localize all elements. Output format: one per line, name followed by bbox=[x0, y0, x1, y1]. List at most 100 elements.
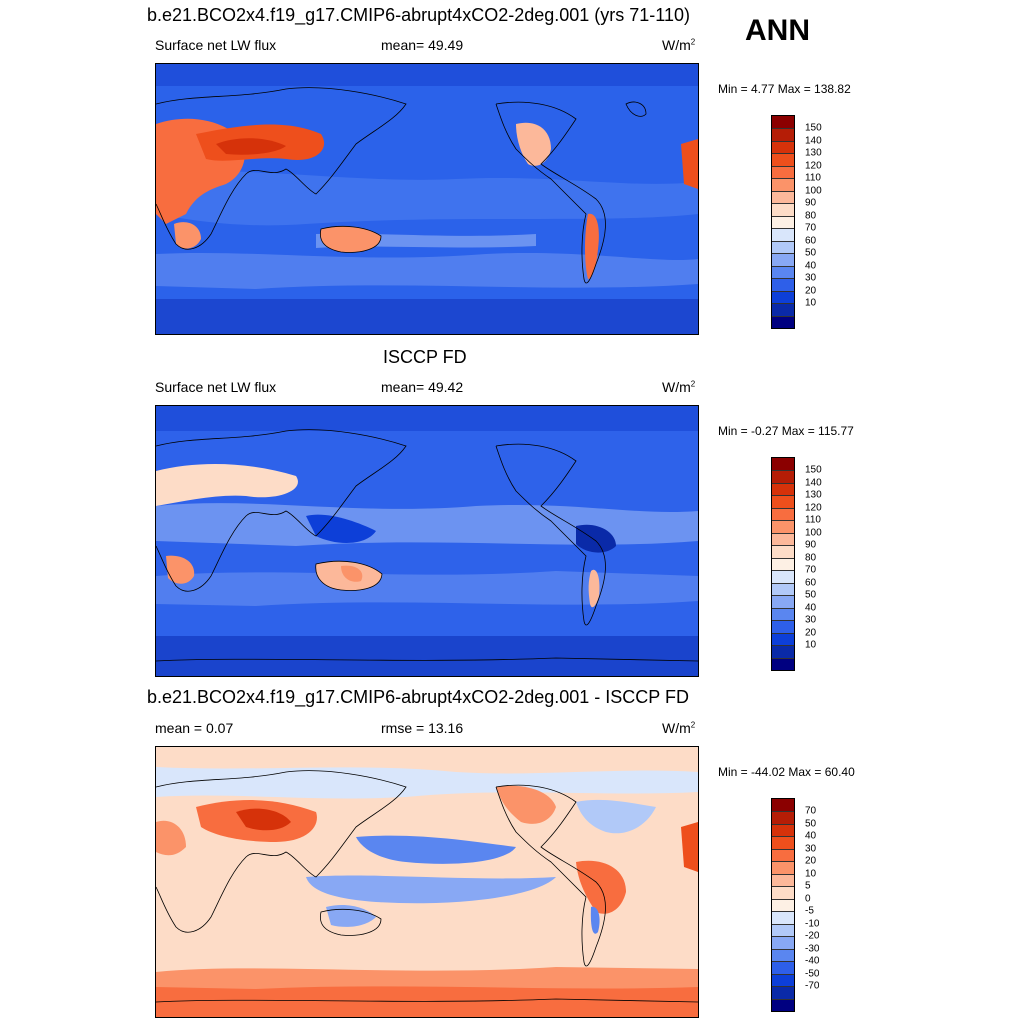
season-label: ANN bbox=[745, 14, 810, 47]
colorbar-swatch bbox=[772, 998, 794, 1011]
colorbar-swatch bbox=[772, 203, 794, 216]
panel1-map bbox=[155, 63, 699, 335]
colorbar-swatch bbox=[772, 811, 794, 824]
colorbar-tick-label: 70 bbox=[805, 564, 817, 576]
colorbar-tick-label: 60 bbox=[805, 235, 817, 247]
colorbar-swatch bbox=[772, 240, 794, 254]
colorbar-tick-label: 40 bbox=[805, 830, 817, 842]
colorbar-swatch bbox=[772, 520, 794, 533]
colorbar-swatch bbox=[772, 570, 794, 583]
colorbar-swatch bbox=[772, 215, 794, 229]
colorbar-swatch bbox=[772, 557, 794, 571]
colorbar-swatch bbox=[772, 620, 794, 633]
colorbar-swatch bbox=[772, 898, 794, 912]
panel3-colorbar: 70 50 40 30 20 10 5 0 -5 -10 -20 -30 -40 -50 -70 bbox=[771, 798, 819, 1012]
colorbar-swatch bbox=[772, 986, 794, 999]
panel3-units: W/m2 bbox=[662, 720, 696, 736]
colorbar-tick-label: 150 bbox=[805, 464, 822, 476]
colorbar-tick-label: 120 bbox=[805, 160, 822, 172]
colorbar-tick-label: 130 bbox=[805, 489, 822, 501]
colorbar-swatch bbox=[772, 545, 794, 558]
panel1-units: W/m2 bbox=[662, 37, 696, 53]
colorbar-swatch bbox=[772, 848, 794, 862]
panel3-title: b.e21.BCO2x4.f19_g17.CMIP6-abrupt4xCO2-2… bbox=[147, 687, 689, 707]
colorbar-tick-label: 50 bbox=[805, 247, 817, 259]
colorbar-tick-label: 20 bbox=[805, 855, 817, 867]
colorbar-swatch bbox=[772, 973, 794, 987]
colorbar-swatch bbox=[772, 140, 794, 154]
panel1-colorbar: 150 140 130 120 110 100 90 80 70 60 50 40 30 20 10 bbox=[771, 115, 822, 329]
colorbar-tick-label: 50 bbox=[805, 818, 817, 830]
colorbar-tick-label: 130 bbox=[805, 147, 822, 159]
panel2-map bbox=[155, 405, 699, 677]
colorbar-swatch bbox=[772, 128, 794, 141]
colorbar-tick-label: -50 bbox=[805, 968, 820, 980]
colorbar-swatch bbox=[772, 278, 794, 291]
colorbar-swatch bbox=[772, 948, 794, 962]
panel1-title: b.e21.BCO2x4.f19_g17.CMIP6-abrupt4xCO2-2… bbox=[147, 5, 690, 25]
colorbar-swatch bbox=[772, 228, 794, 241]
colorbar-tick-label: 90 bbox=[805, 197, 817, 209]
colorbar-swatch bbox=[772, 836, 794, 849]
colorbar-swatch bbox=[772, 153, 794, 166]
colorbar-swatch bbox=[772, 645, 794, 658]
colorbar-swatch bbox=[772, 458, 794, 471]
colorbar-swatch bbox=[772, 165, 794, 179]
colorbar-tick-label: 90 bbox=[805, 539, 817, 551]
panel3-map bbox=[155, 746, 699, 1018]
colorbar-swatch bbox=[772, 265, 794, 279]
colorbar-swatch bbox=[772, 923, 794, 937]
colorbar-swatch bbox=[772, 303, 794, 316]
colorbar-tick-label: 110 bbox=[805, 172, 821, 184]
colorbar-swatch bbox=[772, 470, 794, 483]
panel1-variable: Surface net LW flux bbox=[155, 37, 277, 53]
colorbar-tick-label: 140 bbox=[805, 477, 822, 489]
colorbar-swatch bbox=[772, 607, 794, 621]
panel3-minmax: Min = -44.02 Max = 60.40 bbox=[718, 765, 855, 779]
colorbar-swatch bbox=[772, 961, 794, 974]
colorbar-swatch bbox=[772, 495, 794, 508]
colorbar-tick-label: 80 bbox=[805, 210, 817, 222]
colorbar-tick-label: 50 bbox=[805, 589, 817, 601]
colorbar-tick-label: 20 bbox=[805, 285, 817, 297]
colorbar-swatch bbox=[772, 290, 794, 304]
colorbar-tick-label: -10 bbox=[805, 918, 820, 930]
colorbar-swatch bbox=[772, 253, 794, 266]
colorbar-tick-label: 100 bbox=[805, 185, 822, 197]
colorbar-swatch bbox=[772, 582, 794, 596]
colorbar-tick-label: 5 bbox=[805, 880, 811, 892]
colorbar-tick-label: 0 bbox=[805, 893, 811, 905]
colorbar-tick-label: 40 bbox=[805, 602, 817, 614]
colorbar-tick-label: -30 bbox=[805, 943, 820, 955]
colorbar-tick-label: -40 bbox=[805, 955, 820, 967]
colorbar-tick-label: 80 bbox=[805, 552, 817, 564]
colorbar-tick-label: 100 bbox=[805, 527, 822, 539]
panel3-rmse: rmse = 13.16 bbox=[381, 720, 464, 736]
panel2-title: ISCCP FD bbox=[383, 347, 467, 367]
panel1-minmax: Min = 4.77 Max = 138.82 bbox=[718, 82, 851, 96]
colorbar-tick-label: 60 bbox=[805, 577, 817, 589]
colorbar-tick-label: 150 bbox=[805, 122, 822, 134]
colorbar-tick-label: 120 bbox=[805, 502, 822, 514]
panel2-mean: mean= 49.42 bbox=[381, 379, 464, 395]
colorbar-swatch bbox=[772, 632, 794, 646]
colorbar-swatch bbox=[772, 799, 794, 812]
colorbar-swatch bbox=[772, 657, 794, 670]
colorbar-tick-label: 30 bbox=[805, 614, 817, 626]
colorbar-tick-label: 30 bbox=[805, 272, 817, 284]
colorbar-tick-label: 140 bbox=[805, 135, 822, 147]
colorbar-swatch bbox=[772, 315, 794, 328]
colorbar-tick-label: 20 bbox=[805, 627, 817, 639]
colorbar-swatch bbox=[772, 873, 794, 887]
colorbar-swatch bbox=[772, 190, 794, 204]
panel2-minmax: Min = -0.27 Max = 115.77 bbox=[718, 424, 854, 438]
colorbar-tick-label: 30 bbox=[805, 843, 817, 855]
colorbar-swatch bbox=[772, 823, 794, 837]
colorbar-swatch bbox=[772, 886, 794, 899]
colorbar-swatch bbox=[772, 936, 794, 949]
colorbar-swatch bbox=[772, 482, 794, 496]
panel2-variable: Surface net LW flux bbox=[155, 379, 277, 395]
colorbar-tick-label: -5 bbox=[805, 905, 814, 917]
colorbar-tick-label: -70 bbox=[805, 980, 820, 992]
colorbar-swatch bbox=[772, 911, 794, 924]
